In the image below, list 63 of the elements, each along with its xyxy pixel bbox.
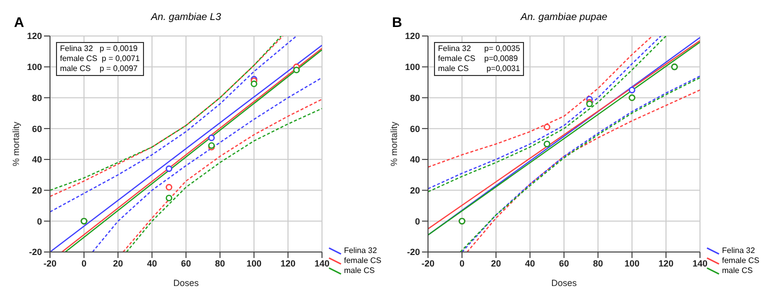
x-tick-label: 100 bbox=[624, 258, 640, 268]
legend-label: male CS bbox=[344, 266, 375, 276]
annotation: Felina 32 p = 0,0019 bbox=[60, 44, 139, 54]
x-tick-label: 60 bbox=[558, 258, 570, 268]
x-axis-title: Doses bbox=[173, 278, 200, 288]
legend-label: male CS bbox=[722, 266, 753, 276]
annotation: male CS p = 0,0097 bbox=[60, 64, 139, 74]
point bbox=[166, 165, 172, 172]
y-tick-label: 100 bbox=[26, 62, 42, 72]
x-tick-label: 40 bbox=[524, 258, 536, 268]
y-tick-label: 60 bbox=[410, 124, 420, 134]
x-tick-label: 80 bbox=[214, 258, 226, 268]
y-tick-label: 40 bbox=[410, 154, 420, 165]
point bbox=[544, 124, 550, 130]
y-tick-label: 120 bbox=[404, 31, 420, 42]
y-tick-label: 60 bbox=[32, 124, 42, 134]
y-tick-label: 40 bbox=[32, 154, 42, 165]
point bbox=[250, 80, 258, 88]
annotation: female CS p=0,0089 bbox=[438, 54, 519, 64]
x-tick-label: -20 bbox=[43, 258, 57, 268]
text: A bbox=[14, 14, 24, 30]
point bbox=[208, 134, 215, 142]
x-axis-title: Doses bbox=[551, 278, 578, 288]
y-tick-label: 80 bbox=[32, 92, 42, 103]
y-tick-label: -20 bbox=[28, 247, 42, 258]
legend-label: Felina 32 bbox=[722, 246, 755, 256]
point bbox=[628, 86, 636, 94]
y-axis-title: % mortality bbox=[11, 121, 22, 166]
x-tick-label: 0 bbox=[459, 258, 465, 268]
text: B bbox=[392, 14, 402, 30]
y-tick-label: 20 bbox=[410, 185, 420, 196]
chart-title: An. gambiae pupae bbox=[520, 12, 608, 23]
x-tick-label: 120 bbox=[280, 258, 296, 268]
x-tick-label: 20 bbox=[112, 258, 124, 268]
y-tick-label: 80 bbox=[410, 92, 420, 103]
x-tick-label: 140 bbox=[314, 258, 330, 268]
point bbox=[166, 184, 172, 190]
y-tick-label: 120 bbox=[26, 31, 42, 42]
y-axis-title: % mortality bbox=[389, 121, 400, 166]
x-tick-label: 100 bbox=[246, 258, 262, 268]
x-tick-label: 0 bbox=[81, 258, 87, 268]
y-tick-label: -20 bbox=[406, 247, 420, 258]
x-tick-label: 20 bbox=[490, 258, 502, 268]
x-tick-label: 60 bbox=[180, 258, 192, 268]
y-tick-label: 0 bbox=[414, 216, 420, 226]
x-tick-label: 40 bbox=[146, 258, 158, 268]
line-series bbox=[428, 36, 653, 168]
x-tick-label: 140 bbox=[692, 258, 708, 268]
x-tick-label: 120 bbox=[658, 258, 674, 268]
chart-title: An. gambiae L3 bbox=[150, 12, 222, 23]
y-tick-label: 20 bbox=[32, 185, 42, 196]
annotation: Felina 32 p= 0,0035 bbox=[438, 44, 520, 54]
legend-label: female CS bbox=[344, 256, 382, 266]
x-tick-label: 80 bbox=[592, 258, 604, 268]
legend-label: female CS bbox=[722, 256, 760, 266]
y-tick-label: 0 bbox=[36, 216, 42, 226]
legend-label: Felina 32 bbox=[344, 246, 377, 256]
line-series bbox=[92, 77, 322, 252]
annotation: male CS p=0,0031 bbox=[438, 64, 520, 74]
y-tick-label: 100 bbox=[404, 62, 420, 72]
point bbox=[166, 194, 172, 202]
x-tick-label: -20 bbox=[421, 258, 435, 268]
annotation: female CS p = 0,0071 bbox=[60, 54, 140, 64]
